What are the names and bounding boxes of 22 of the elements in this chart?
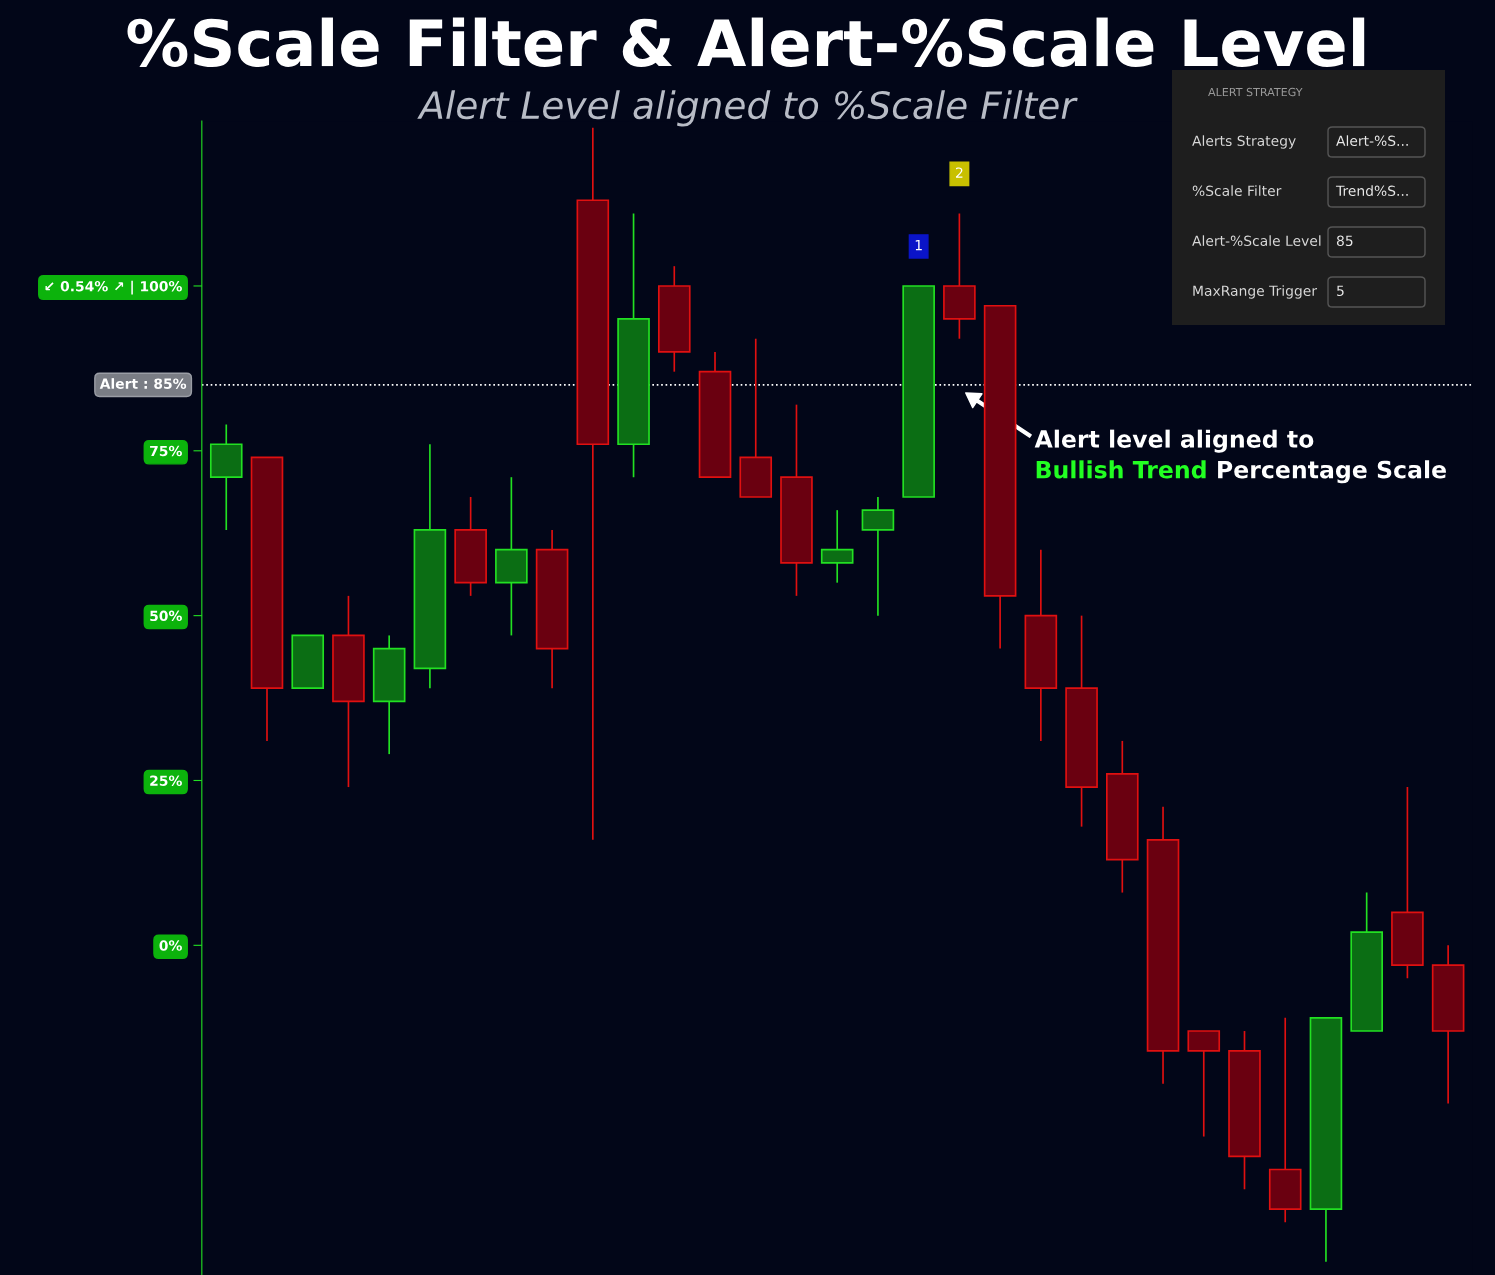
annotation: 5 <box>1337 285 1344 297</box>
annotation: 2 <box>955 167 963 178</box>
annotation: Alert level aligned to <box>1034 429 1314 453</box>
y-tick-label: 50% <box>150 610 182 622</box>
ref-line-label: Alert : 85% <box>99 378 187 389</box>
y-tick-label: 0% <box>159 940 182 951</box>
annotation: 1 <box>915 240 922 251</box>
annotation: 85 <box>1336 235 1353 247</box>
annotation: Bullish Trend <box>1036 460 1206 479</box>
annotation: Alert-%S... <box>1336 135 1408 147</box>
chart-subtitle: Alert Level aligned to %Scale Filter <box>417 90 1078 127</box>
annotation: Percentage Scale <box>1218 460 1446 484</box>
y-tick-label: 25% <box>150 775 182 786</box>
chart-title: %Scale Filter & Alert-%Scale Level <box>127 17 1365 67</box>
annotation: MaxRange Trigger <box>1193 285 1318 299</box>
annotation: Alert-%Scale Level <box>1192 235 1321 247</box>
annotation: Trend%S... <box>1335 185 1408 197</box>
y-tick-label: 75% <box>150 445 182 457</box>
annotation: Alerts Strategy <box>1192 135 1296 149</box>
text: ALERT STRATEGY <box>1208 87 1303 97</box>
y-tick-label: ↙ 0.54% ↗ | 100% <box>45 280 182 295</box>
annotation: %Scale Filter <box>1192 185 1282 197</box>
